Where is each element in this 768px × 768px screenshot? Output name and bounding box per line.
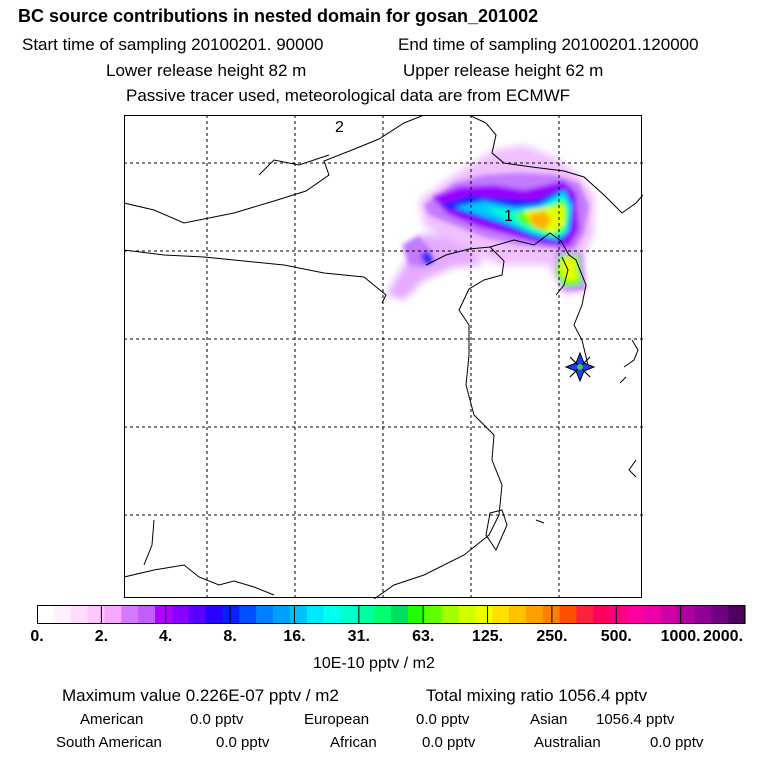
colorbar-cell [576,605,594,624]
colorbar-tick-label: 4. [159,628,173,645]
colorbar-tick-label: 1000. [660,628,701,645]
colorbar-cell [87,605,106,624]
lower-release-height: Lower release height 82 m [106,61,307,80]
colorbar-cell [222,605,240,624]
colorbar-cell [391,605,409,624]
colorbar-tick-label: 16. [283,628,306,645]
colorbar [37,605,746,624]
colorbar-cell [694,605,712,624]
label-south-american: South American [56,734,162,751]
colorbar-cell [711,605,729,624]
start-time: Start time of sampling 20100201. 90000 [22,35,324,54]
end-time: End time of sampling 20100201.120000 [398,35,699,54]
colorbar-cell [728,605,746,624]
total-mixing-ratio: Total mixing ratio 1056.4 pptv [426,686,648,705]
graticule [124,115,643,599]
colorbar-cell [660,605,679,624]
colorbar-cell [407,605,426,624]
colorbar-cell [188,605,207,624]
colorbar-cell [340,605,358,624]
value-african: 0.0 pptv [422,734,476,751]
colorbar-cell [643,605,662,624]
colorbar-cell [525,605,544,624]
receptor-star-icon [564,351,596,383]
value-australian: 0.0 pptv [650,734,704,751]
colorbar-cell [121,605,139,624]
tracer-note: Passive tracer used, meteorological data… [126,86,571,105]
label-american: American [80,711,144,728]
colorbar-cell [610,605,628,624]
colorbar-cell [53,605,72,624]
colorbar-cell [306,605,325,624]
colorbar-cell [205,605,224,624]
colorbar-tick-label: 2. [94,628,109,645]
colorbar-cell [424,605,443,624]
colorbar-cell [492,605,510,624]
colorbar-cell [323,605,342,624]
colorbar-cell [104,605,122,624]
colorbar-cell [475,605,493,624]
colorbar-tick-label: 31. [347,628,370,645]
max-value: Maximum value 0.226E-07 pptv / m2 [62,686,339,705]
colorbar-cell [37,605,55,624]
colorbar-cell [357,605,375,624]
colorbar-cell [627,605,645,624]
coastlines [124,115,643,599]
colorbar-tick-label: 2000. [702,628,744,645]
colorbar-cell [138,605,156,624]
colorbar-cell [273,605,291,624]
title: BC source contributions in nested domain… [18,6,539,26]
upper-release-height: Upper release height 62 m [403,61,604,80]
colorbar-separators [100,605,682,624]
region-label-1: 1 [504,208,513,225]
concentration-plume [386,145,594,300]
colorbar-cell [593,605,611,624]
colorbar-tick-label: 500. [600,628,632,645]
colorbar-cell [70,605,89,624]
colorbar-cell [171,605,190,624]
colorbar-cell [441,605,460,624]
value-european: 0.0 pptv [416,711,470,728]
label-african: African [330,734,377,751]
map-panel: 1 2 [124,115,643,599]
value-american: 0.0 pptv [190,711,244,728]
label-asian: Asian [530,711,568,728]
colorbar-cells [37,605,746,624]
colorbar-cell [458,605,476,624]
value-south-american: 0.0 pptv [216,734,270,751]
colorbar-frame [37,605,745,624]
region-label-2: 2 [335,119,344,136]
label-australian: Australian [534,734,601,751]
colorbar-cell [155,605,173,624]
value-asian: 1056.4 pptv [596,711,675,728]
colorbar-cell [559,605,578,624]
colorbar-tick-label: 63. [412,628,435,645]
colorbar-tick-label: 125. [471,628,504,645]
colorbar-cell [509,605,527,624]
colorbar-cell [677,605,696,624]
colorbar-tick-label: 250. [536,628,568,645]
colorbar-cell [289,605,308,624]
colorbar-tick-label: 8. [223,628,237,645]
colorbar-cell [239,605,257,624]
label-european: European [304,711,370,728]
colorbar-tick-label: 0. [30,628,44,645]
colorbar-cell [374,605,392,624]
colorbar-cell [256,605,274,624]
colorbar-unit: 10E-10 pptv / m2 [313,655,435,672]
